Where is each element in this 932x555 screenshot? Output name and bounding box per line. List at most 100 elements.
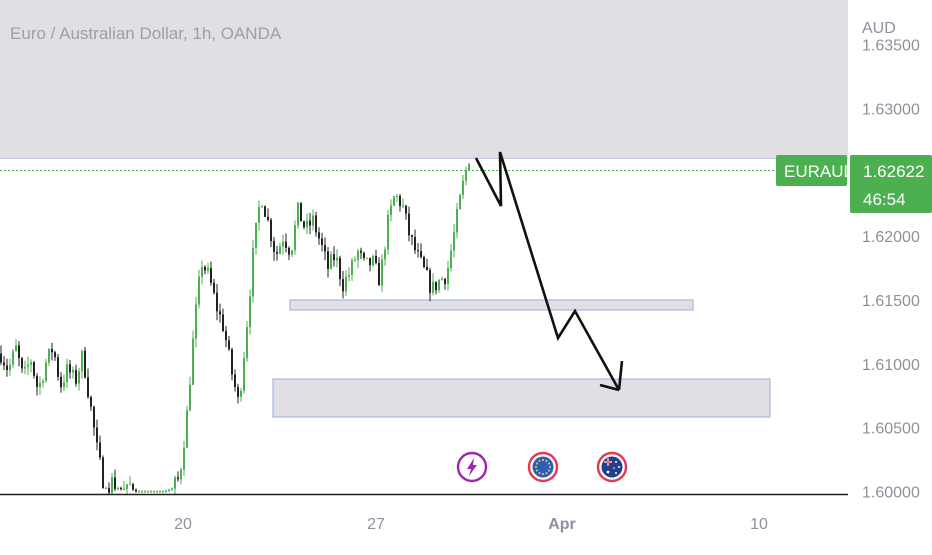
- candle-down: [3, 362, 5, 366]
- candle-down: [300, 202, 302, 222]
- candle-down: [51, 348, 53, 353]
- candle-up: [453, 232, 455, 251]
- candle-up: [192, 338, 194, 385]
- candle-down: [57, 357, 59, 377]
- candle-up: [387, 214, 389, 250]
- candle-up: [111, 477, 113, 493]
- candle-down: [216, 292, 218, 312]
- price-tick-label: 1.63500: [862, 38, 920, 55]
- candle-down: [423, 256, 425, 268]
- au-flag-event-icon[interactable]: [596, 451, 628, 483]
- candle-down: [87, 377, 89, 397]
- candle-up: [24, 366, 26, 369]
- candle-up: [165, 490, 167, 492]
- candle-down: [285, 241, 287, 248]
- candles-group: [0, 163, 470, 494]
- candle-down: [210, 268, 212, 283]
- candle-down: [18, 345, 20, 359]
- candle-down: [309, 220, 311, 226]
- candle-up: [297, 202, 299, 226]
- candle-down: [333, 254, 335, 261]
- candle-up: [348, 274, 350, 277]
- candle-up: [198, 276, 200, 305]
- candle-up: [381, 259, 383, 286]
- time-tick-label: 27: [367, 516, 385, 533]
- candle-down: [177, 477, 179, 480]
- eu-flag-event-icon[interactable]: [527, 451, 559, 483]
- candle-up: [105, 487, 107, 489]
- candle-down: [444, 278, 446, 285]
- candle-up: [168, 489, 170, 491]
- last-price-label: 1.62622: [863, 162, 924, 181]
- price-tick-label: 1.61500: [862, 293, 920, 310]
- candle-down: [321, 238, 323, 245]
- candle-down: [120, 487, 122, 490]
- candle-up: [438, 280, 440, 291]
- candle-up: [156, 491, 158, 493]
- candle-down: [414, 236, 416, 251]
- time-tick-label: Apr: [548, 516, 576, 533]
- candle-down: [399, 196, 401, 207]
- candle-down: [339, 257, 341, 280]
- candle-up: [9, 364, 11, 371]
- price-tick-label: 1.63000: [862, 102, 920, 119]
- candle-up: [351, 260, 353, 275]
- candle-up: [42, 380, 44, 383]
- upper-shaded-area: [0, 0, 848, 158]
- candle-down: [6, 365, 8, 371]
- candle-up: [450, 250, 452, 268]
- candle-down: [96, 427, 98, 443]
- candle-down: [288, 247, 290, 255]
- candle-up: [174, 477, 176, 489]
- candle-down: [204, 267, 206, 271]
- candle-up: [294, 225, 296, 251]
- candle-up: [180, 469, 182, 480]
- candle-up: [291, 250, 293, 255]
- candle-up: [372, 256, 374, 266]
- currency-label: AUD: [862, 20, 896, 37]
- candle-down: [135, 489, 137, 492]
- candle-down: [426, 267, 428, 271]
- candle-up: [30, 362, 32, 365]
- countdown-label: 46:54: [863, 190, 906, 209]
- candle-up: [45, 362, 47, 381]
- candle-down: [270, 219, 272, 241]
- time-axis[interactable]: 20 27 Apr 10: [174, 516, 768, 533]
- candle-down: [228, 340, 230, 350]
- candle-down: [21, 358, 23, 369]
- candle-down: [132, 484, 134, 490]
- support-zone-lower[interactable]: [272, 378, 771, 418]
- candle-down: [276, 251, 278, 254]
- price-tag: 1.62622 46:54: [850, 155, 932, 213]
- candle-up: [393, 196, 395, 206]
- forecast-arrow-path[interactable]: [474, 151, 621, 391]
- candle-down: [360, 250, 362, 253]
- candle-down: [342, 279, 344, 292]
- candle-up: [384, 249, 386, 260]
- candle-down: [405, 205, 407, 214]
- candle-up: [144, 491, 146, 493]
- price-tick-label: 1.60500: [862, 421, 920, 438]
- lightning-event-icon[interactable]: [456, 451, 488, 483]
- time-tick-label: 10: [750, 516, 768, 533]
- candle-up: [261, 206, 263, 208]
- candle-down: [303, 221, 305, 228]
- candle-up: [201, 267, 203, 277]
- candle-up: [186, 410, 188, 448]
- candle-up: [183, 447, 185, 470]
- support-zone-upper[interactable]: [289, 299, 694, 311]
- candle-up: [48, 348, 50, 363]
- candle-up: [72, 369, 74, 373]
- candle-up: [252, 247, 254, 297]
- candle-up: [354, 259, 356, 261]
- candle-up: [336, 257, 338, 261]
- candle-down: [417, 250, 419, 252]
- candle-up: [330, 254, 332, 269]
- candle-up: [402, 205, 404, 207]
- chart-title: Euro / Australian Dollar, 1h, OANDA: [10, 24, 282, 43]
- price-axis[interactable]: AUD 1.635001.630001.625001.620001.615001…: [862, 20, 920, 501]
- candle-down: [234, 374, 236, 388]
- candle-down: [90, 396, 92, 407]
